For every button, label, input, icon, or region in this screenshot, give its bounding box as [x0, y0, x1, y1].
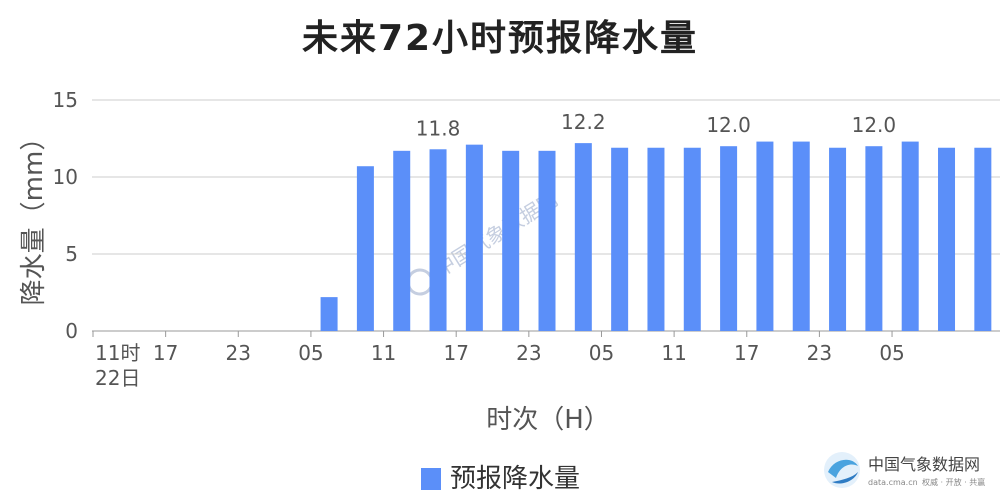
- y-tick-label: 5: [65, 242, 78, 266]
- x-tick-label: 05: [589, 341, 614, 365]
- bars: [320, 141, 992, 331]
- x-axis-label: 时次（H）: [486, 405, 610, 435]
- chart-title: 未来72小时预报降水量: [302, 18, 698, 59]
- data-labels: 11.8 12.2 12.0 12.0: [416, 110, 896, 140]
- y-tick-label: 0: [65, 319, 78, 343]
- data-label: 12.2: [561, 110, 606, 134]
- bar[interactable]: [574, 143, 592, 331]
- bar[interactable]: [465, 144, 483, 331]
- bar[interactable]: [502, 150, 520, 331]
- logo-name: 中国气象数据网: [868, 455, 980, 474]
- legend[interactable]: 预报降水量: [421, 464, 580, 494]
- x-tick-label: 17: [443, 341, 468, 365]
- bar[interactable]: [683, 147, 701, 331]
- bar[interactable]: [792, 141, 810, 331]
- bar[interactable]: [356, 166, 374, 331]
- x-tick-label: 11时: [95, 341, 140, 365]
- logo-url: data.cma.cn: [868, 478, 918, 487]
- x-tick-label: 11: [661, 341, 686, 365]
- x-tick-label: 17: [734, 341, 759, 365]
- x-tick-label: 05: [879, 341, 904, 365]
- bar[interactable]: [429, 149, 447, 331]
- bar[interactable]: [320, 297, 338, 331]
- bar[interactable]: [865, 146, 883, 331]
- data-label: 11.8: [416, 116, 461, 140]
- y-axis-label: 降水量（mm）: [19, 125, 49, 306]
- bar[interactable]: [829, 147, 847, 331]
- bar[interactable]: [647, 147, 665, 331]
- legend-swatch: [421, 468, 441, 490]
- bar[interactable]: [756, 141, 774, 331]
- x-tick-label: 23: [226, 341, 251, 365]
- x-tick-label: 05: [298, 341, 323, 365]
- y-tick-labels: 0 5 10 15: [53, 88, 78, 343]
- x-tick-sublabel: 22日: [95, 366, 140, 390]
- bar[interactable]: [393, 150, 411, 331]
- y-tick-label: 15: [53, 88, 78, 112]
- bar[interactable]: [720, 146, 738, 331]
- x-tick-label: 17: [153, 341, 178, 365]
- data-label: 12.0: [706, 113, 751, 137]
- x-tick-label: 23: [516, 341, 541, 365]
- x-tick-label: 23: [807, 341, 832, 365]
- bar[interactable]: [611, 147, 629, 331]
- bar[interactable]: [938, 147, 956, 331]
- legend-label: 预报降水量: [450, 464, 580, 494]
- data-label: 12.0: [852, 113, 897, 137]
- logo-tagline: 权威 · 开放 · 共赢: [922, 477, 985, 487]
- cma-logo: 中国气象数据网 data.cma.cn 权威 · 开放 · 共赢: [824, 452, 985, 488]
- bar[interactable]: [901, 141, 919, 331]
- y-tick-label: 10: [53, 165, 78, 189]
- x-tick-label: 11: [371, 341, 396, 365]
- bar[interactable]: [538, 150, 556, 331]
- bar[interactable]: [974, 147, 992, 331]
